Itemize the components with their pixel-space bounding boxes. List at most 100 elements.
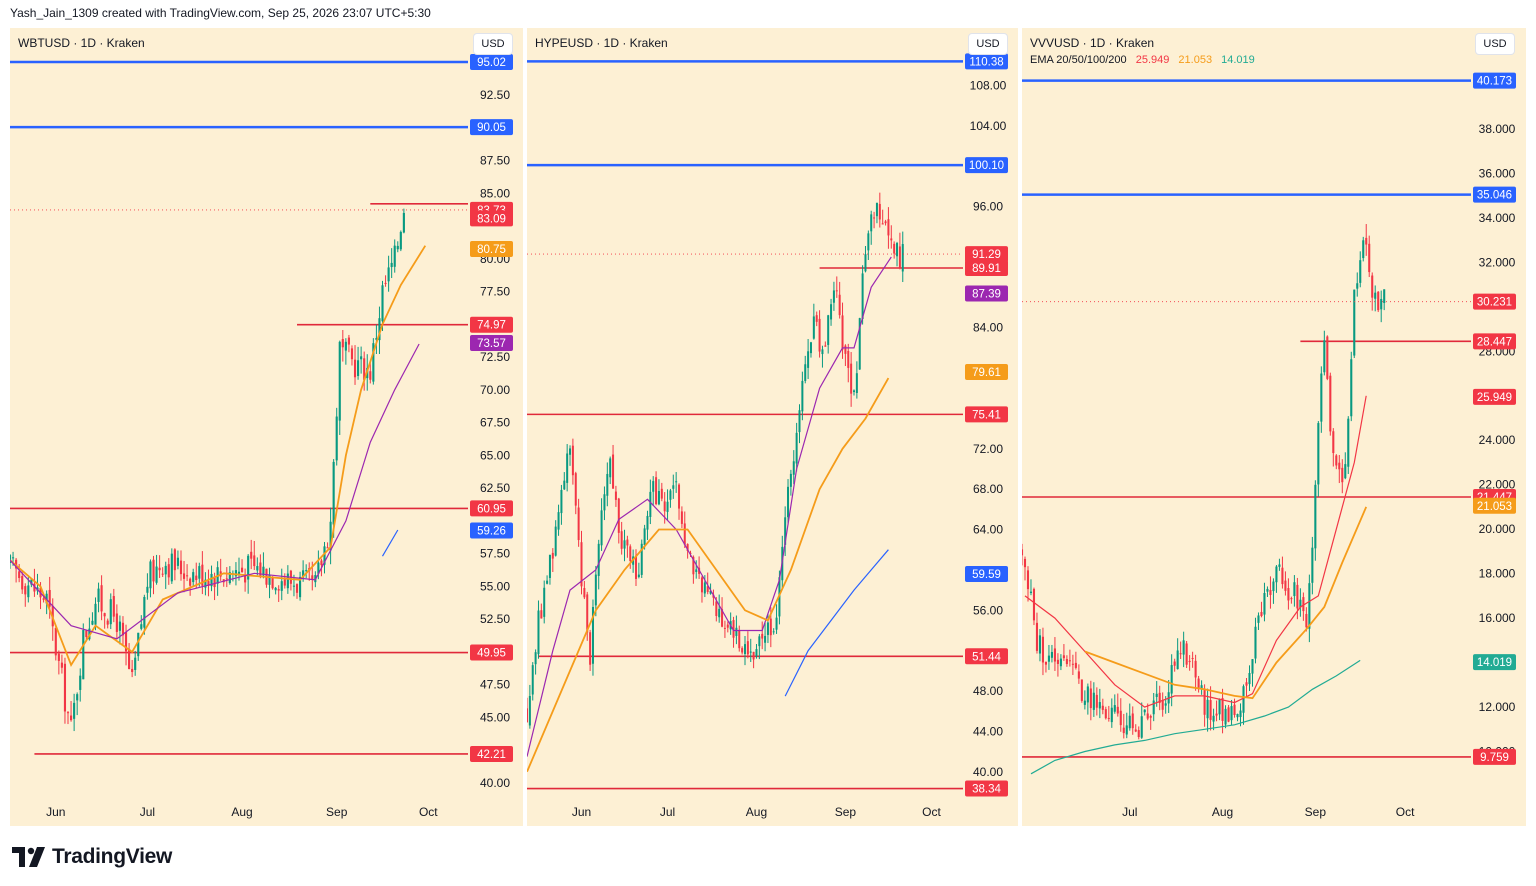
currency-button[interactable]: USD bbox=[969, 34, 1007, 54]
candle bbox=[1044, 661, 1047, 665]
candle bbox=[311, 575, 314, 580]
price-tag-bg bbox=[470, 644, 513, 661]
symbol-title: HYPEUSD · 1D · Kraken bbox=[535, 36, 668, 50]
candle bbox=[262, 566, 265, 576]
price-tag-bg bbox=[470, 522, 513, 539]
y-tick-label: 64.00 bbox=[973, 523, 1003, 537]
ema-line bbox=[784, 549, 889, 697]
x-tick-label: Jul bbox=[660, 805, 675, 819]
candle bbox=[198, 566, 201, 579]
price-tag: 89.91 bbox=[965, 260, 1008, 277]
price-tag-bg bbox=[965, 648, 1008, 665]
candle bbox=[66, 712, 70, 714]
candle bbox=[42, 598, 45, 600]
tradingview-logo-icon bbox=[12, 847, 45, 867]
candle bbox=[560, 489, 563, 514]
candle bbox=[15, 559, 18, 569]
chart-svg-vvvusd[interactable]: 10.00012.00016.00018.00020.00022.00024.0… bbox=[1022, 28, 1526, 826]
candle bbox=[1065, 659, 1068, 665]
price-tag-label: 87.39 bbox=[972, 288, 1001, 300]
price-tag: 75.41 bbox=[965, 406, 1008, 423]
candle bbox=[589, 632, 592, 665]
y-tick-label: 72.50 bbox=[480, 350, 510, 364]
candle bbox=[1383, 289, 1386, 304]
candle bbox=[1359, 260, 1362, 283]
y-tick-label: 40.00 bbox=[480, 776, 510, 790]
x-tick-label: Oct bbox=[922, 805, 941, 819]
candle bbox=[1224, 708, 1227, 725]
candle bbox=[1086, 686, 1089, 703]
candle bbox=[609, 458, 612, 478]
candle bbox=[1326, 336, 1329, 379]
candle bbox=[678, 484, 681, 509]
price-tag-label: 28.447 bbox=[1477, 336, 1512, 348]
candle bbox=[600, 510, 603, 546]
candle bbox=[887, 219, 890, 236]
chart-panel-wbtusd[interactable]: 40.00 45.00 47.50 52.50 55.00 57.50 62.50 65.00… bbox=[10, 28, 523, 826]
candle bbox=[1362, 240, 1365, 259]
candle bbox=[1227, 707, 1230, 722]
candle bbox=[387, 267, 390, 282]
candle bbox=[152, 559, 155, 582]
candle bbox=[634, 555, 638, 579]
candle bbox=[660, 488, 663, 499]
chart-svg-hypeusd[interactable]: 40.00 44.00 48.00 56.00 64.00 68.00 72.00 84.00… bbox=[527, 28, 1018, 826]
x-tick-label: Jul bbox=[1122, 805, 1137, 819]
candle bbox=[109, 599, 112, 625]
candle bbox=[1344, 464, 1347, 479]
candle bbox=[672, 485, 675, 489]
candle bbox=[1260, 611, 1263, 617]
y-tick-label: 104.00 bbox=[970, 119, 1007, 133]
currency-button[interactable]: USD bbox=[474, 34, 512, 54]
candle bbox=[1179, 653, 1182, 655]
candle bbox=[137, 632, 140, 657]
candle bbox=[655, 477, 658, 505]
price-tag-label: 9.759 bbox=[1480, 752, 1509, 764]
ema-legend-value-100: 14.019 bbox=[1221, 54, 1255, 66]
candle bbox=[1089, 688, 1092, 709]
price-tag: 51.44 bbox=[965, 648, 1008, 665]
candle bbox=[11, 557, 15, 559]
candle bbox=[709, 590, 712, 594]
candle bbox=[204, 579, 207, 588]
x-tick-label: Jul bbox=[140, 805, 155, 819]
candle bbox=[1287, 588, 1290, 601]
candle bbox=[97, 588, 100, 602]
candle bbox=[801, 380, 804, 412]
candle bbox=[112, 596, 115, 617]
candle bbox=[347, 337, 350, 345]
price-tag: 87.39 bbox=[965, 285, 1008, 302]
price-tag-bg bbox=[965, 363, 1008, 380]
price-tag-label: 25.949 bbox=[1477, 392, 1512, 404]
candle bbox=[1329, 375, 1332, 432]
y-tick-label: 48.00 bbox=[973, 684, 1003, 698]
candle bbox=[317, 562, 320, 574]
candle bbox=[775, 617, 778, 630]
candle bbox=[146, 586, 149, 593]
currency-button[interactable]: USD bbox=[1476, 34, 1514, 54]
candle bbox=[571, 445, 574, 476]
candle bbox=[548, 554, 551, 578]
y-tick-label: 34.000 bbox=[1479, 211, 1516, 225]
candle bbox=[646, 515, 649, 530]
candle bbox=[393, 245, 396, 267]
chart-svg-wbtusd[interactable]: 40.00 45.00 47.50 52.50 55.00 57.50 62.50 65.00… bbox=[10, 28, 523, 826]
chart-caption: Yash_Jain_1309 created with TradingView.… bbox=[10, 6, 431, 20]
candle bbox=[597, 543, 600, 576]
chart-panel-hypeusd[interactable]: 40.00 44.00 48.00 56.00 64.00 68.00 72.00 84.00… bbox=[527, 28, 1018, 826]
chart-panel-vvvusd[interactable]: 10.00012.00016.00018.00020.00022.00024.0… bbox=[1022, 28, 1526, 826]
candle bbox=[256, 566, 259, 571]
candle bbox=[746, 641, 749, 655]
candle bbox=[344, 341, 347, 351]
price-tag-bg bbox=[470, 54, 513, 71]
candle bbox=[134, 657, 137, 670]
candle bbox=[1263, 592, 1266, 615]
candle bbox=[63, 663, 67, 712]
price-tag: 60.95 bbox=[470, 500, 513, 517]
candle bbox=[787, 486, 790, 518]
price-tag: 110.38 bbox=[965, 53, 1008, 70]
candle bbox=[855, 373, 858, 394]
candle bbox=[1152, 700, 1155, 715]
candle bbox=[1164, 703, 1167, 706]
candle bbox=[155, 566, 158, 583]
